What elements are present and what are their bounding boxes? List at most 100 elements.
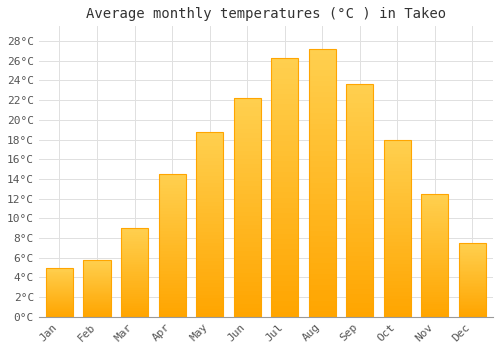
Bar [346, 121, 374, 126]
Bar [308, 194, 336, 199]
Bar [158, 208, 186, 211]
Bar [158, 254, 186, 257]
Bar [158, 306, 186, 308]
Bar [271, 130, 298, 135]
Bar [459, 290, 486, 292]
Bar [422, 211, 448, 213]
Bar [346, 266, 374, 270]
Bar [158, 174, 186, 317]
Bar [459, 243, 486, 317]
Bar [121, 308, 148, 310]
Bar [271, 275, 298, 281]
Bar [46, 315, 73, 316]
Bar [308, 124, 336, 129]
Bar [422, 245, 448, 248]
Bar [121, 280, 148, 281]
Bar [308, 103, 336, 108]
Bar [271, 104, 298, 110]
Bar [234, 190, 260, 194]
Bar [158, 282, 186, 285]
Bar [422, 250, 448, 253]
Bar [346, 275, 374, 280]
Bar [158, 248, 186, 251]
Bar [196, 198, 223, 202]
Bar [346, 252, 374, 256]
Bar [384, 147, 411, 150]
Bar [308, 306, 336, 312]
Bar [46, 268, 73, 270]
Bar [121, 257, 148, 258]
Bar [384, 161, 411, 164]
Bar [121, 237, 148, 239]
Bar [84, 277, 110, 278]
Bar [234, 234, 260, 238]
Bar [308, 226, 336, 231]
Bar [384, 306, 411, 310]
Bar [196, 161, 223, 165]
Bar [196, 258, 223, 261]
Bar [121, 303, 148, 304]
Bar [121, 233, 148, 235]
Bar [422, 206, 448, 209]
Bar [121, 274, 148, 276]
Bar [384, 303, 411, 306]
Bar [459, 243, 486, 244]
Bar [384, 235, 411, 239]
Bar [308, 81, 336, 86]
Bar [46, 304, 73, 305]
Bar [234, 269, 260, 273]
Bar [84, 292, 110, 293]
Bar [121, 285, 148, 287]
Bar [271, 229, 298, 234]
Bar [459, 308, 486, 309]
Bar [84, 307, 110, 308]
Bar [234, 177, 260, 181]
Bar [84, 303, 110, 304]
Bar [271, 94, 298, 99]
Bar [384, 182, 411, 186]
Bar [46, 312, 73, 313]
Bar [384, 278, 411, 281]
Bar [271, 167, 298, 172]
Bar [346, 112, 374, 117]
Bar [271, 218, 298, 224]
Bar [384, 157, 411, 161]
Bar [422, 231, 448, 233]
Bar [271, 187, 298, 192]
Bar [84, 263, 110, 264]
Bar [84, 312, 110, 313]
Bar [459, 309, 486, 311]
Bar [196, 173, 223, 176]
Bar [196, 276, 223, 280]
Bar [308, 279, 336, 285]
Bar [84, 302, 110, 303]
Bar [346, 270, 374, 275]
Bar [46, 283, 73, 284]
Bar [196, 206, 223, 209]
Bar [384, 175, 411, 178]
Bar [234, 155, 260, 159]
Bar [422, 304, 448, 307]
Bar [234, 251, 260, 256]
Bar [422, 278, 448, 280]
Bar [234, 150, 260, 155]
Bar [308, 199, 336, 204]
Bar [234, 286, 260, 290]
Bar [234, 186, 260, 190]
Bar [271, 78, 298, 84]
Bar [121, 281, 148, 283]
Bar [271, 74, 298, 78]
Bar [46, 276, 73, 278]
Bar [422, 194, 448, 317]
Bar [121, 265, 148, 267]
Bar [234, 194, 260, 199]
Bar [121, 295, 148, 297]
Bar [422, 302, 448, 304]
Bar [271, 213, 298, 218]
Bar [84, 278, 110, 279]
Bar [196, 284, 223, 287]
Bar [158, 174, 186, 177]
Bar [422, 238, 448, 240]
Bar [234, 199, 260, 203]
Bar [158, 302, 186, 306]
